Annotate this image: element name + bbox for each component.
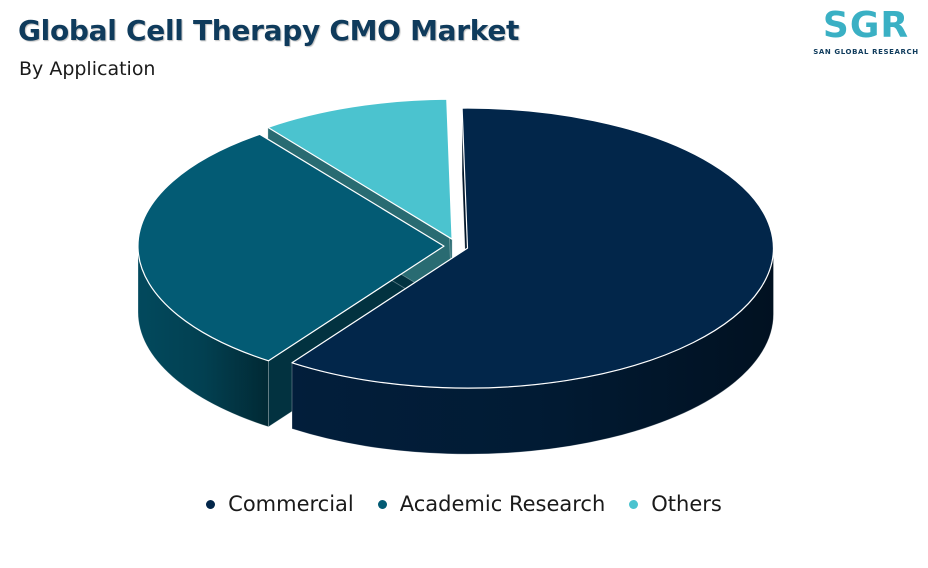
- logo-name: SAN GLOBAL RESEARCH: [813, 48, 919, 56]
- legend-label-others: Others: [651, 492, 722, 516]
- legend-item-academic-research: Academic Research: [377, 492, 606, 516]
- legend-swatch-others: [629, 499, 639, 509]
- chart-subtitle: By Application: [19, 58, 156, 80]
- slice-others: [267, 98, 453, 240]
- legend-item-others: Others: [629, 492, 722, 516]
- legend-swatch-commercial: [206, 499, 216, 509]
- pie-tops: [137, 98, 774, 389]
- legend-item-commercial: Commercial: [206, 492, 354, 516]
- logo-mark: SGR: [822, 5, 910, 46]
- slice-academic-research: [137, 133, 445, 362]
- slice-commercial: [291, 107, 774, 389]
- legend-label-academic-research: Academic Research: [399, 492, 606, 516]
- legend-swatch-academic-research: [377, 499, 387, 509]
- legend: Commercial Academic Research Others: [0, 492, 928, 516]
- sgr-logo: SGR SAN GLOBAL RESEARCH: [812, 6, 920, 60]
- chart-title: Global Cell Therapy CMO Market: [18, 14, 520, 47]
- legend-label-commercial: Commercial: [228, 492, 354, 516]
